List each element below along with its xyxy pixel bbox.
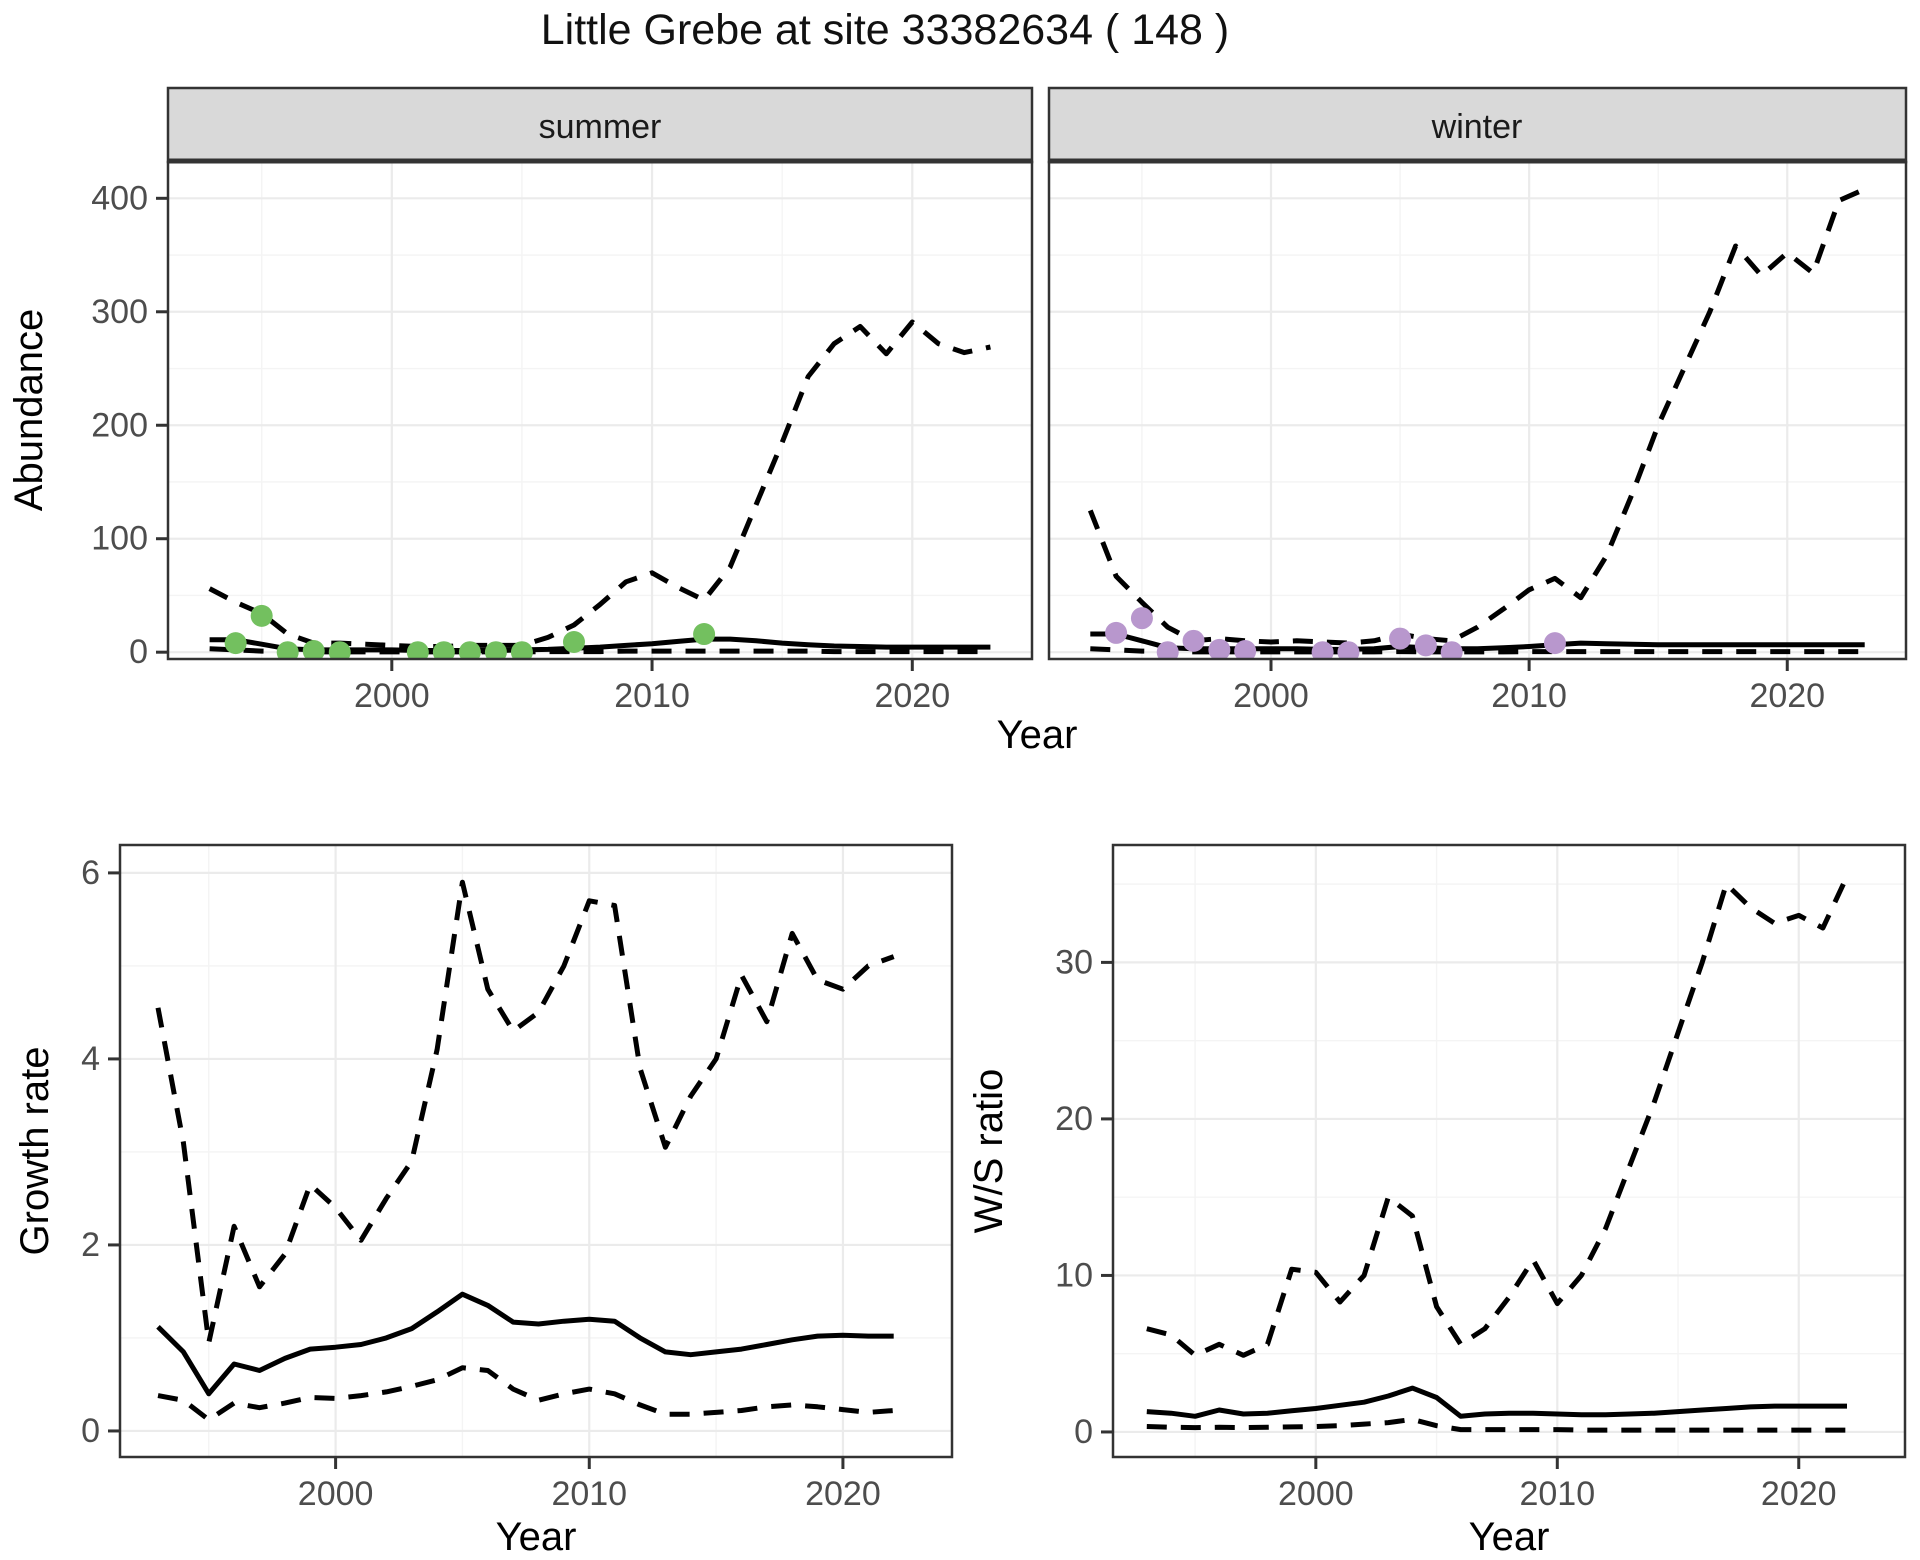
x-tick-label: 2000 — [354, 677, 430, 715]
y-tick-label: 6 — [81, 854, 100, 892]
growth-rate-axis-title: Growth rate — [13, 1047, 57, 1256]
y-tick-label: 0 — [81, 1412, 100, 1450]
x-tick-label: 2010 — [1491, 677, 1567, 715]
panel-abundance_winter: 2000 2010 2020 — [1047, 160, 1908, 715]
observed-point — [1105, 621, 1128, 644]
y-tick-label: 100 — [91, 520, 148, 558]
panel-border — [1111, 843, 1907, 1459]
growth-year-axis-title: Year — [496, 1515, 577, 1559]
x-tick-label: 2020 — [1749, 677, 1825, 715]
top-year-axis-title: Year — [997, 713, 1078, 757]
series-upper_ci — [1146, 875, 1850, 1358]
panel-background — [1049, 162, 1906, 659]
observed-point — [693, 623, 716, 646]
y-tick-label: 30 — [1055, 943, 1093, 981]
facet-strip-winter-label: winter — [1431, 108, 1523, 146]
x-tick-label: 2010 — [551, 1475, 627, 1513]
facet-strip-winter — [1047, 86, 1908, 164]
observed-point — [1311, 641, 1334, 659]
observed-point — [1156, 641, 1179, 659]
series-upper_ci — [155, 879, 895, 1346]
plot-title: Little Grebe at site 33382634 ( 148 ) — [541, 6, 1229, 54]
series-group — [155, 879, 895, 1423]
series-upper_ci — [1087, 186, 1866, 646]
observed-point — [1208, 638, 1231, 659]
panel-border — [118, 843, 954, 1459]
observed-point — [406, 641, 429, 659]
ws-ratio-axis-title: W/S ratio — [967, 1069, 1011, 1233]
series-group — [208, 319, 991, 659]
observed-point — [432, 641, 455, 659]
x-tick-label: 2000 — [298, 1475, 374, 1513]
observed-point — [1440, 641, 1463, 659]
observed-point — [224, 632, 247, 655]
series-lower_ci — [157, 1365, 894, 1423]
x-tick-label: 2000 — [1233, 677, 1309, 715]
x-tick-label: 2020 — [805, 1475, 881, 1513]
y-tick-label: 200 — [91, 406, 148, 444]
series-group — [1087, 186, 1866, 659]
observed-point — [458, 641, 481, 659]
observed-point — [562, 630, 585, 653]
facet-strip-summer-label: summer — [539, 108, 662, 146]
x-tick-label: 2020 — [874, 677, 950, 715]
panel-growth_rate: 0 2 4 6 2000 2010 2020 — [81, 843, 954, 1513]
y-tick-label: 0 — [129, 633, 148, 671]
series-fit — [1146, 1385, 1847, 1419]
panel-background — [120, 845, 952, 1457]
panel-abundance_summer: 0 100 200 300 400 2000 2010 2020 — [91, 160, 1034, 715]
observed-point — [250, 604, 273, 627]
y-tick-label: 20 — [1055, 1100, 1093, 1138]
y-tick-label: 400 — [91, 179, 148, 217]
observed-point — [510, 641, 533, 659]
ws-year-axis-title: Year — [1469, 1515, 1550, 1559]
observed-point — [1337, 641, 1360, 659]
observed-point — [276, 641, 299, 659]
y-tick-label: 300 — [91, 293, 148, 331]
y-tick-label: 0 — [1074, 1413, 1093, 1451]
panel-background — [1113, 845, 1905, 1457]
series-lower_ci — [209, 646, 991, 655]
observed-point — [302, 640, 325, 659]
observed-point — [1389, 627, 1412, 650]
series-lower_ci — [1146, 1416, 1847, 1433]
x-tick-label: 2020 — [1761, 1475, 1837, 1513]
observed-point — [1543, 632, 1566, 655]
x-tick-label: 2000 — [1278, 1475, 1354, 1513]
series-lower_ci — [1090, 646, 1865, 655]
observed-point — [1234, 640, 1257, 659]
panel-background — [168, 162, 1032, 659]
observed-point — [1130, 607, 1153, 630]
y-tick-label: 10 — [1055, 1256, 1093, 1294]
x-tick-label: 2010 — [614, 677, 690, 715]
panel-ws_ratio: 0 10 20 30 2000 2010 2020 — [1055, 843, 1907, 1513]
observed-point — [328, 641, 351, 659]
series-fit — [156, 1291, 894, 1397]
observed-point — [1182, 629, 1205, 652]
y-tick-label: 2 — [81, 1226, 100, 1264]
observed-point — [484, 641, 507, 659]
series-group — [1146, 875, 1850, 1433]
abundance-axis-title: Abundance — [7, 309, 51, 511]
y-tick-label: 4 — [81, 1040, 100, 1078]
observed-point — [1414, 634, 1437, 657]
x-tick-label: 2010 — [1519, 1475, 1595, 1513]
